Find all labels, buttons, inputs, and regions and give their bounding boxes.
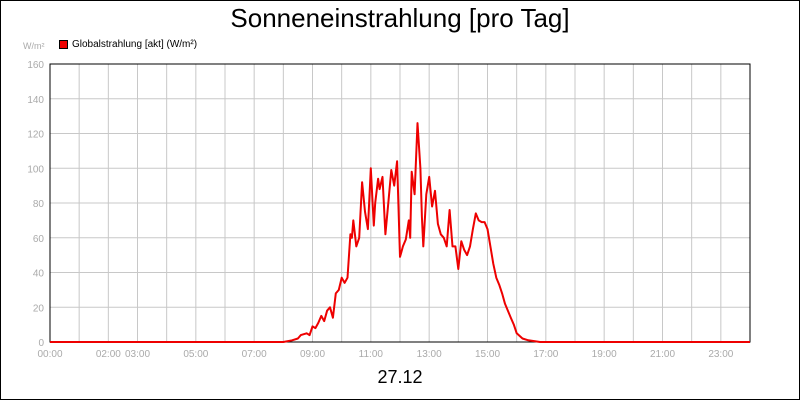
x-tick-label: 00:00 [37,349,62,360]
x-tick-label: 13:00 [417,349,442,360]
y-tick-label: 40 [33,269,45,280]
chart-title: Sonneneinstrahlung [pro Tag] [230,3,570,33]
y-tick-label: 100 [27,164,44,175]
y-tick-label: 120 [27,130,44,141]
x-tick-label: 21:00 [650,349,675,360]
y-tick-label: 20 [33,303,45,314]
x-tick-label: 11:00 [359,349,384,360]
legend-label: Globalstrahlung [akt] (W/m²) [72,39,198,50]
y-tick-label: 140 [27,95,44,106]
x-tick-label: 02:00 [96,349,121,360]
x-tick-label: 07:00 [242,349,267,360]
y-tick-label: 60 [33,234,45,245]
x-tick-label: 17:00 [533,349,558,360]
legend: Globalstrahlung [akt] (W/m²) [59,39,197,50]
x-tick-label: 03:00 [125,349,150,360]
y-tick-label: 0 [38,338,44,349]
x-tick-label: 19:00 [592,349,617,360]
date-label: 27.12 [377,367,423,387]
plot-border [49,63,751,343]
x-tick-label: 05:00 [183,349,208,360]
legend-swatch [59,40,68,49]
x-tick-label: 09:00 [300,349,325,360]
y-tick-label: 80 [33,199,45,210]
series-line [50,122,750,343]
y-axis-unit: W/m² [23,41,45,51]
x-tick-label: 23:00 [708,349,733,360]
x-tick-label: 15:00 [475,349,500,360]
y-tick-label: 160 [27,60,44,71]
